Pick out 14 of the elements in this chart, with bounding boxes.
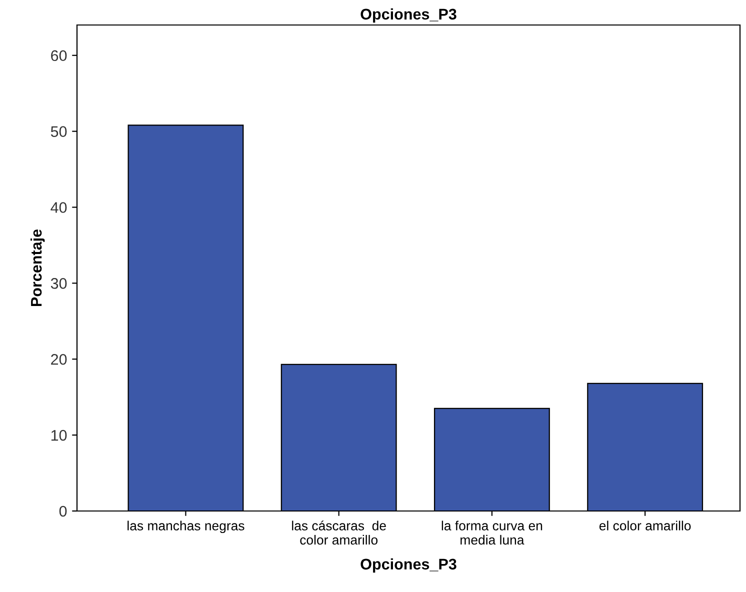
y-tick-label: 30 (50, 278, 67, 289)
x-tick-label: las cáscaras de color amarillo (292, 520, 386, 545)
y-tick-label: 20 (51, 354, 67, 365)
x-tick-label: la forma curva en media luna (442, 520, 542, 545)
y-axis-title: Porcentaje (30, 229, 45, 306)
x-tick-label: las manchas negras (128, 520, 244, 534)
x-axis-title: Opciones_P3 (360, 558, 456, 573)
y-tick-label: 50 (50, 126, 67, 137)
y-tick-label: 0 (59, 506, 67, 517)
x-tick-label: el color amarillo (599, 520, 691, 530)
y-tick-label: 40 (50, 202, 67, 213)
y-tick-label: 60 (51, 50, 67, 62)
y-tick-label: 10 (51, 430, 67, 441)
chart-title: Opciones_P3 (360, 8, 456, 23)
